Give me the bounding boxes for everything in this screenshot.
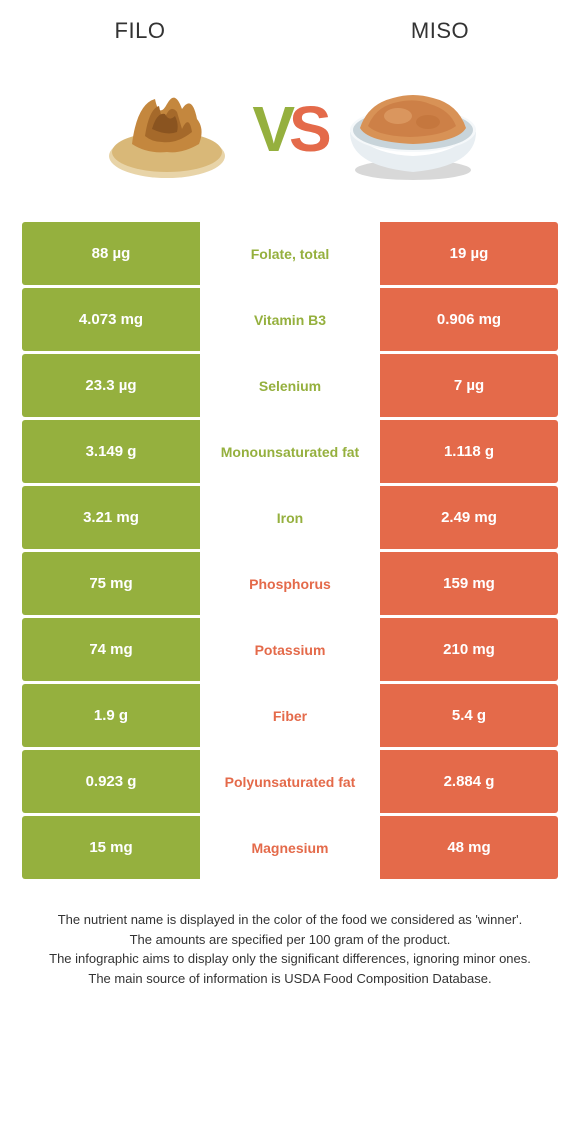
right-value: 210 mg bbox=[380, 618, 558, 681]
nutrient-name: Folate, total bbox=[200, 222, 380, 285]
table-row: 3.21 mgIron2.49 mg bbox=[22, 486, 558, 549]
footer-line: The nutrient name is displayed in the co… bbox=[22, 910, 558, 930]
left-value: 3.149 g bbox=[22, 420, 200, 483]
table-row: 15 mgMagnesium48 mg bbox=[22, 816, 558, 879]
left-value: 23.3 µg bbox=[22, 354, 200, 417]
table-row: 1.9 gFiber5.4 g bbox=[22, 684, 558, 747]
table-row: 74 mgPotassium210 mg bbox=[22, 618, 558, 681]
nutrient-table: 88 µgFolate, total19 µg4.073 mgVitamin B… bbox=[22, 222, 558, 879]
table-row: 3.149 gMonounsaturated fat1.118 g bbox=[22, 420, 558, 483]
left-value: 74 mg bbox=[22, 618, 200, 681]
left-value: 3.21 mg bbox=[22, 486, 200, 549]
nutrient-name: Fiber bbox=[200, 684, 380, 747]
right-value: 2.49 mg bbox=[380, 486, 558, 549]
left-value: 75 mg bbox=[22, 552, 200, 615]
footer-line: The amounts are specified per 100 gram o… bbox=[22, 930, 558, 950]
footer-notes: The nutrient name is displayed in the co… bbox=[0, 882, 580, 988]
nutrient-name: Potassium bbox=[200, 618, 380, 681]
header: FILO MISO bbox=[0, 0, 580, 52]
vs-v: V bbox=[252, 97, 291, 161]
vs-label: V S bbox=[252, 97, 327, 161]
right-value: 7 µg bbox=[380, 354, 558, 417]
right-value: 2.884 g bbox=[380, 750, 558, 813]
nutrient-name: Vitamin B3 bbox=[200, 288, 380, 351]
right-value: 48 mg bbox=[380, 816, 558, 879]
hero-row: V S bbox=[0, 52, 580, 222]
left-food-title: FILO bbox=[50, 18, 230, 44]
footer-line: The main source of information is USDA F… bbox=[22, 969, 558, 989]
table-row: 0.923 gPolyunsaturated fat2.884 g bbox=[22, 750, 558, 813]
left-value: 15 mg bbox=[22, 816, 200, 879]
nutrient-name: Polyunsaturated fat bbox=[200, 750, 380, 813]
right-value: 1.118 g bbox=[380, 420, 558, 483]
table-row: 23.3 µgSelenium7 µg bbox=[22, 354, 558, 417]
left-value: 4.073 mg bbox=[22, 288, 200, 351]
nutrient-name: Magnesium bbox=[200, 816, 380, 879]
left-value: 88 µg bbox=[22, 222, 200, 285]
vs-s: S bbox=[289, 97, 328, 161]
right-value: 159 mg bbox=[380, 552, 558, 615]
left-value: 1.9 g bbox=[22, 684, 200, 747]
nutrient-name: Selenium bbox=[200, 354, 380, 417]
table-row: 4.073 mgVitamin B30.906 mg bbox=[22, 288, 558, 351]
right-value: 0.906 mg bbox=[380, 288, 558, 351]
left-food-image bbox=[92, 69, 242, 189]
nutrient-name: Iron bbox=[200, 486, 380, 549]
nutrient-name: Monounsaturated fat bbox=[200, 420, 380, 483]
left-value: 0.923 g bbox=[22, 750, 200, 813]
right-food-title: MISO bbox=[350, 18, 530, 44]
right-value: 19 µg bbox=[380, 222, 558, 285]
table-row: 75 mgPhosphorus159 mg bbox=[22, 552, 558, 615]
table-row: 88 µgFolate, total19 µg bbox=[22, 222, 558, 285]
nutrient-name: Phosphorus bbox=[200, 552, 380, 615]
footer-line: The infographic aims to display only the… bbox=[22, 949, 558, 969]
right-value: 5.4 g bbox=[380, 684, 558, 747]
right-food-image bbox=[338, 69, 488, 189]
